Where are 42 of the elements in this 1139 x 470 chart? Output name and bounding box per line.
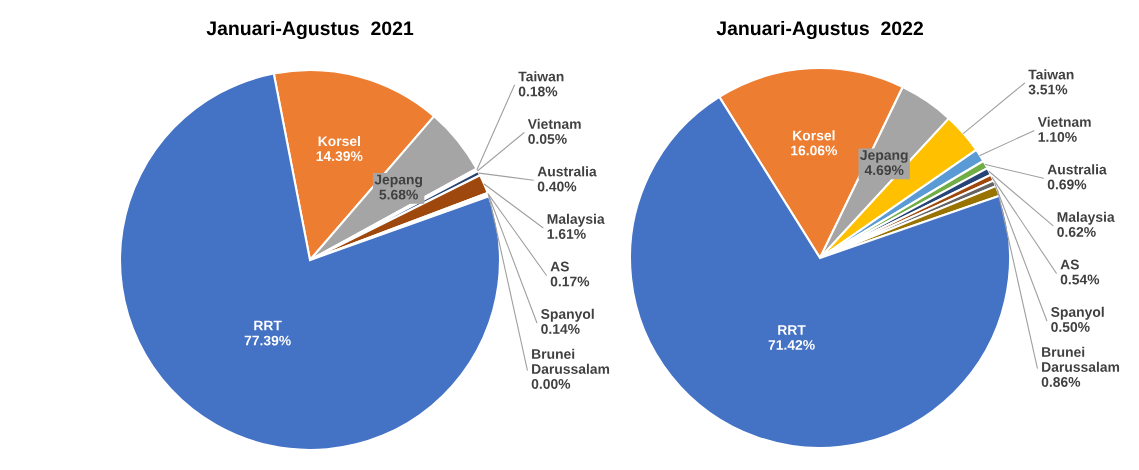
- slice-label: RRT: [778, 325, 806, 335]
- slice-label: Taiwan: [1028, 69, 1074, 80]
- data-label: 0.62%: [1057, 227, 1096, 237]
- chart-title: Januari-Agustus 2022: [716, 20, 923, 40]
- slice-label: Vietnam: [1037, 116, 1091, 127]
- slice-label: Vietnam: [527, 118, 581, 129]
- slice-label: Spanyol: [541, 308, 594, 322]
- slice-label: RRT: [254, 320, 282, 331]
- data-label: 0.14%: [541, 324, 580, 334]
- text: 0.00%: [531, 379, 571, 389]
- data-label: 0.50%: [1051, 322, 1090, 332]
- slice-label: AS: [1060, 259, 1079, 270]
- data-label: 0.54%: [1060, 274, 1100, 285]
- data-label: 0.18%: [518, 86, 558, 97]
- slice-label: AS: [550, 261, 569, 272]
- slice-label: Malaysia: [547, 213, 605, 227]
- data-label: 0.05%: [528, 134, 567, 144]
- slice-label: Jepang: [860, 150, 908, 163]
- data-label: 0.69%: [1047, 179, 1087, 190]
- slice-label: Jepang: [374, 174, 423, 188]
- data-label: 0.17%: [550, 276, 590, 287]
- data-label: 5.68%: [379, 189, 418, 200]
- category-label: Brunei Darussalam: [532, 348, 610, 374]
- data-label: 77.39%: [244, 335, 291, 346]
- data-label: 14.39%: [316, 151, 363, 162]
- data-label: 0.40%: [537, 181, 577, 192]
- slice-label: Malaysia: [1057, 211, 1115, 225]
- slice-label: Australia: [1047, 164, 1107, 175]
- data-label: 16.06%: [791, 145, 838, 156]
- data-label: 4.69%: [864, 165, 904, 175]
- slice-label: Korsel: [318, 135, 360, 147]
- data-label: 1.10%: [1038, 132, 1077, 142]
- slice-label: Brunei Darussalam: [1042, 346, 1120, 372]
- chart-title: Januari-Agustus 2021: [206, 20, 414, 40]
- slice-label: Spanyol: [1051, 306, 1104, 320]
- slice-label: Korsel: [793, 130, 835, 141]
- data-label: 0.86%: [1041, 377, 1081, 387]
- slice-label: Taiwan: [518, 71, 564, 82]
- data-label: 3.51%: [1028, 84, 1068, 95]
- data-label: 1.61%: [547, 229, 586, 239]
- data-label: 71.42%: [768, 340, 815, 350]
- slice-label: Australia: [537, 166, 597, 177]
